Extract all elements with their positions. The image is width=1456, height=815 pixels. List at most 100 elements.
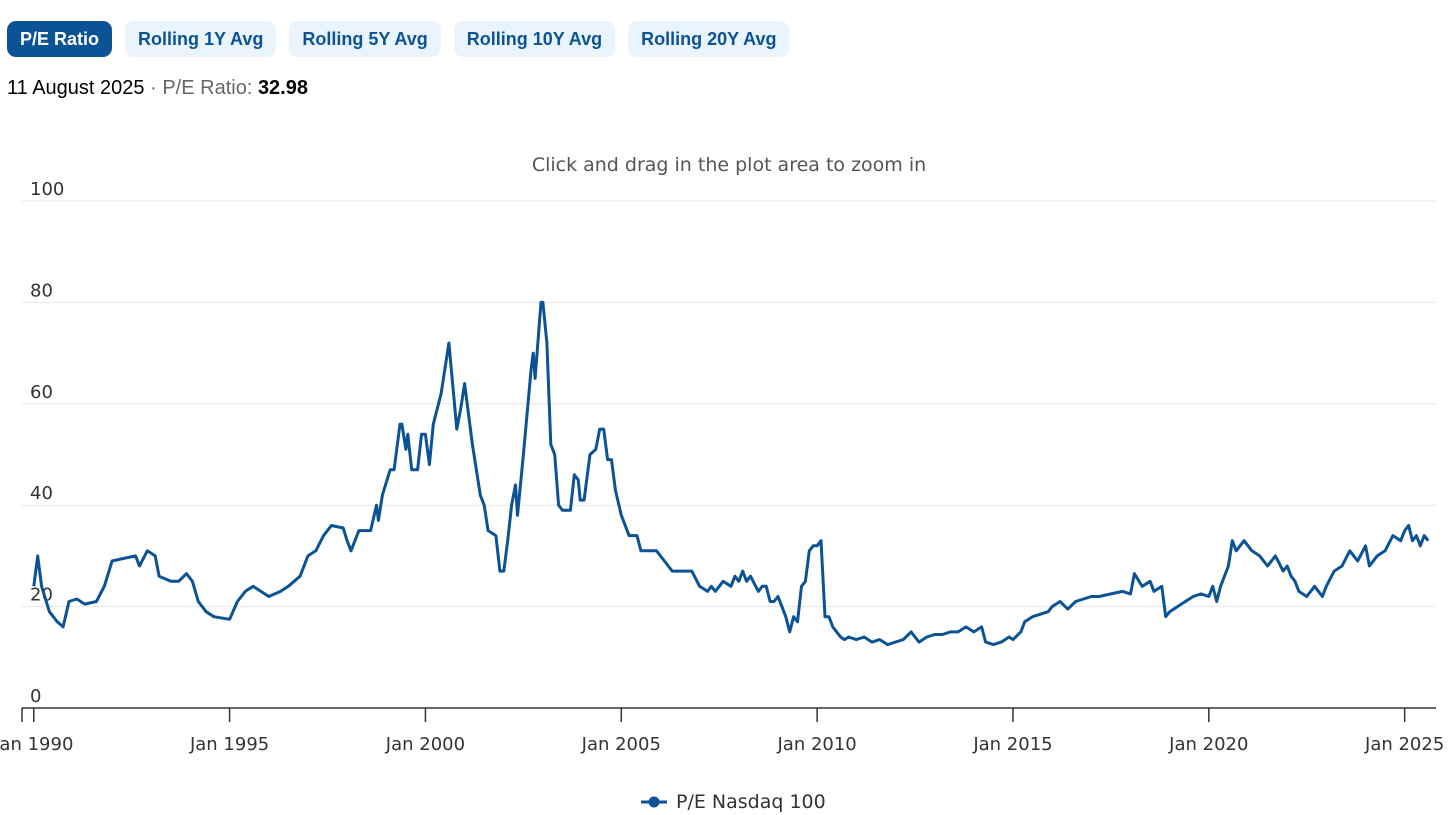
data-point[interactable] — [193, 597, 203, 607]
data-point[interactable] — [1016, 627, 1026, 637]
data-point[interactable] — [295, 571, 305, 581]
data-point[interactable] — [1317, 592, 1327, 602]
data-point[interactable] — [687, 566, 697, 576]
data-point[interactable] — [785, 627, 795, 637]
data-point[interactable] — [354, 526, 364, 536]
data-point[interactable] — [573, 475, 583, 485]
data-point[interactable] — [1423, 536, 1433, 546]
data-point[interactable] — [1290, 576, 1300, 586]
data-point[interactable] — [513, 510, 523, 520]
data-point[interactable] — [154, 571, 164, 581]
data-point[interactable] — [1106, 589, 1116, 599]
data-point[interactable] — [460, 379, 470, 389]
data-point[interactable] — [793, 617, 803, 627]
data-point[interactable] — [1216, 581, 1226, 591]
data-point[interactable] — [209, 612, 219, 622]
data-point[interactable] — [401, 444, 411, 454]
data-point[interactable] — [1223, 561, 1233, 571]
data-point[interactable] — [80, 599, 90, 609]
data-point[interactable] — [503, 536, 513, 546]
data-point[interactable] — [428, 419, 438, 429]
data-point[interactable] — [1396, 536, 1406, 546]
data-point[interactable] — [1126, 589, 1136, 599]
data-point[interactable] — [1008, 635, 1018, 645]
data-point[interactable] — [546, 439, 556, 449]
data-point[interactable] — [475, 490, 485, 500]
data-point[interactable] — [1404, 521, 1414, 531]
data-point[interactable] — [1310, 581, 1320, 591]
data-point[interactable] — [528, 348, 538, 358]
data-point[interactable] — [1364, 561, 1374, 571]
data-point[interactable] — [283, 581, 293, 591]
data-point[interactable] — [1055, 597, 1065, 607]
tab-rolling-1y-avg[interactable]: Rolling 1Y Avg — [125, 21, 277, 57]
data-point[interactable] — [1353, 556, 1363, 566]
data-point[interactable] — [342, 536, 352, 546]
data-point[interactable] — [346, 546, 356, 556]
data-point[interactable] — [511, 480, 521, 490]
data-point[interactable] — [538, 297, 548, 307]
data-point[interactable] — [187, 576, 197, 586]
data-point[interactable] — [37, 581, 47, 591]
data-point[interactable] — [479, 500, 489, 510]
data-point[interactable] — [444, 338, 454, 348]
data-point[interactable] — [1157, 581, 1167, 591]
data-point[interactable] — [452, 424, 462, 434]
data-point[interactable] — [824, 612, 834, 622]
data-point[interactable] — [135, 561, 145, 571]
data-point[interactable] — [746, 571, 756, 581]
data-point[interactable] — [1212, 597, 1222, 607]
data-point[interactable] — [1239, 536, 1249, 546]
data-point[interactable] — [319, 531, 329, 541]
data-point[interactable] — [403, 429, 413, 439]
data-point[interactable] — [1380, 546, 1390, 556]
data-point[interactable] — [491, 531, 501, 541]
data-point[interactable] — [507, 500, 517, 510]
data-point[interactable] — [326, 521, 336, 531]
data-point[interactable] — [456, 404, 466, 414]
data-point[interactable] — [599, 424, 609, 434]
data-point[interactable] — [232, 597, 242, 607]
data-point[interactable] — [366, 526, 376, 536]
data-point[interactable] — [710, 586, 720, 596]
data-point[interactable] — [225, 614, 235, 624]
data-point[interactable] — [1094, 592, 1104, 602]
data-point[interactable] — [1145, 576, 1155, 586]
data-point[interactable] — [377, 490, 387, 500]
tab-rolling-10y-avg[interactable]: Rolling 10Y Avg — [453, 21, 616, 57]
data-point[interactable] — [91, 597, 101, 607]
data-point[interactable] — [616, 510, 626, 520]
data-point[interactable] — [131, 551, 141, 561]
data-point[interactable] — [174, 576, 184, 586]
data-point[interactable] — [1321, 581, 1331, 591]
data-point[interactable] — [632, 531, 642, 541]
data-point[interactable] — [550, 450, 560, 460]
data-point[interactable] — [1227, 536, 1237, 546]
data-point[interactable] — [338, 523, 348, 533]
data-point[interactable] — [420, 429, 430, 439]
data-point[interactable] — [906, 627, 916, 637]
data-point[interactable] — [264, 592, 274, 602]
data-point[interactable] — [1129, 569, 1139, 579]
data-point[interactable] — [33, 551, 43, 561]
data-point[interactable] — [44, 607, 54, 617]
data-point[interactable] — [526, 363, 536, 373]
data-point[interactable] — [610, 485, 620, 495]
chart-legend[interactable]: P/E Nasdaq 100 — [641, 791, 826, 813]
data-point[interactable] — [591, 444, 601, 454]
data-point[interactable] — [499, 566, 509, 576]
data-point[interactable] — [977, 622, 987, 632]
data-point[interactable] — [58, 622, 68, 632]
data-point[interactable] — [372, 500, 382, 510]
data-point[interactable] — [565, 505, 575, 515]
data-point[interactable] — [607, 455, 617, 465]
data-point[interactable] — [311, 546, 321, 556]
data-point[interactable] — [373, 515, 383, 525]
data-point[interactable] — [1063, 604, 1073, 614]
data-point[interactable] — [397, 419, 407, 429]
data-point[interactable] — [119, 553, 129, 563]
data-point[interactable] — [518, 450, 528, 460]
data-point[interactable] — [1255, 551, 1265, 561]
data-point[interactable] — [436, 389, 446, 399]
data-point[interactable] — [816, 536, 826, 546]
